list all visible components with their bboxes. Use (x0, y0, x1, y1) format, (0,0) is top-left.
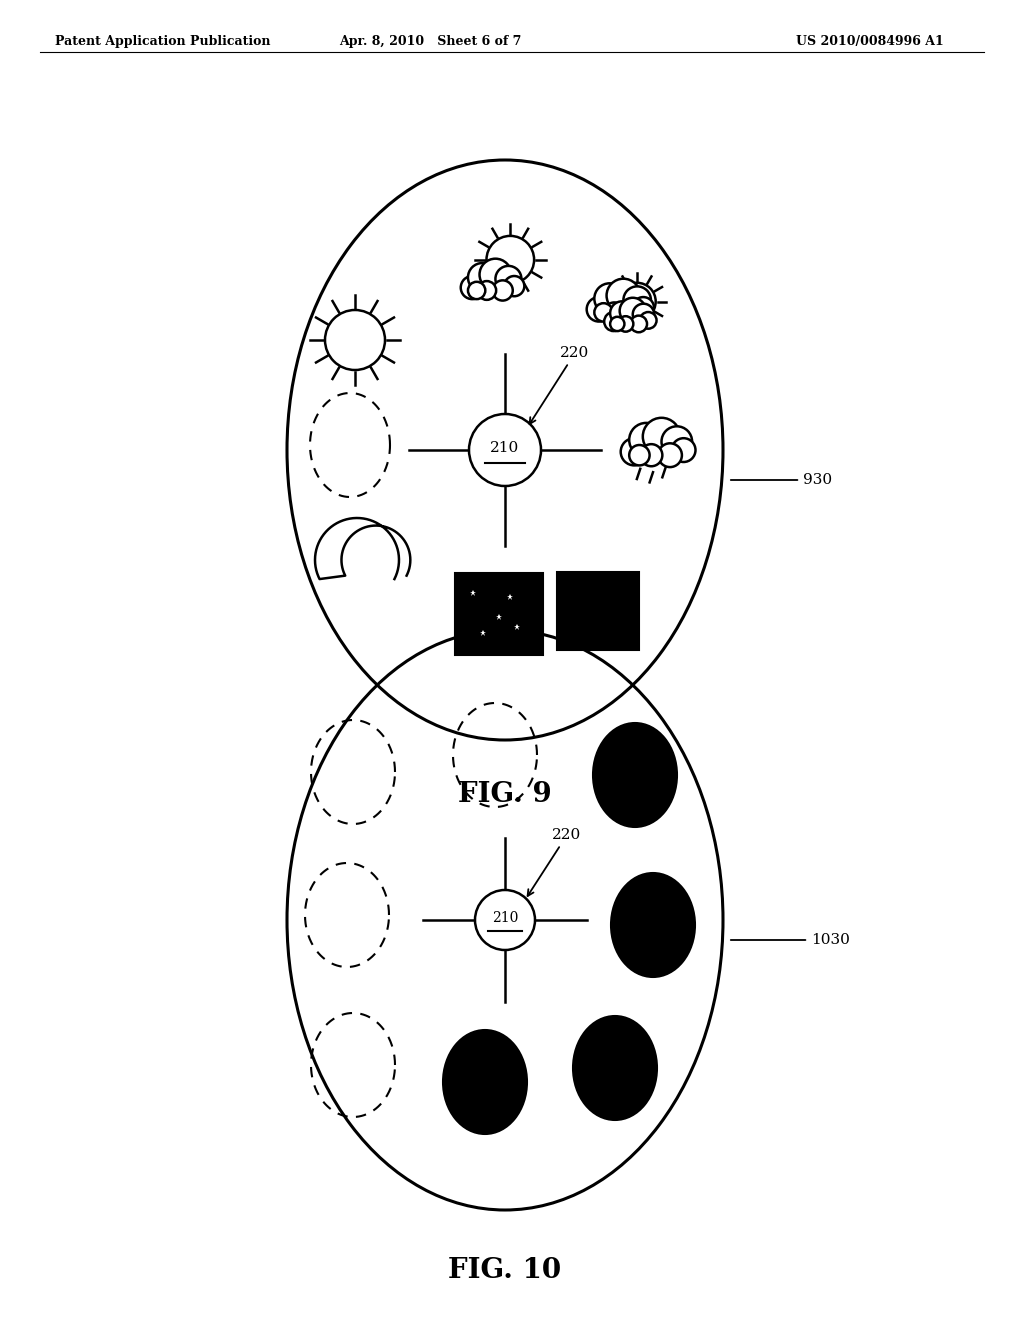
Circle shape (469, 414, 541, 486)
Text: 220: 220 (529, 346, 590, 424)
Circle shape (606, 279, 640, 313)
Circle shape (621, 302, 642, 323)
Circle shape (493, 280, 513, 301)
Text: 210: 210 (492, 911, 518, 925)
Circle shape (672, 438, 695, 462)
Circle shape (631, 315, 647, 333)
Text: FIG. 9: FIG. 9 (458, 781, 552, 808)
Text: 210: 210 (490, 441, 519, 455)
Circle shape (610, 301, 634, 325)
Circle shape (475, 890, 535, 950)
Text: FIG. 10: FIG. 10 (449, 1257, 561, 1283)
Ellipse shape (593, 723, 677, 828)
Circle shape (587, 297, 611, 322)
Text: 220: 220 (527, 828, 582, 896)
Bar (455, 573, 543, 655)
Circle shape (504, 276, 524, 296)
Ellipse shape (573, 1016, 657, 1119)
Circle shape (604, 302, 625, 322)
Circle shape (617, 317, 634, 331)
Circle shape (633, 304, 654, 325)
Circle shape (461, 276, 484, 300)
Circle shape (610, 317, 625, 331)
Ellipse shape (611, 873, 695, 977)
Circle shape (629, 422, 664, 457)
Text: Apr. 8, 2010   Sheet 6 of 7: Apr. 8, 2010 Sheet 6 of 7 (339, 36, 521, 48)
Circle shape (604, 312, 624, 331)
Circle shape (594, 284, 625, 314)
Text: 1030: 1030 (731, 933, 850, 946)
Bar (557, 572, 639, 649)
Circle shape (621, 438, 648, 466)
Circle shape (633, 297, 654, 318)
Text: Patent Application Publication: Patent Application Publication (55, 36, 270, 48)
Circle shape (643, 418, 680, 455)
Circle shape (658, 444, 682, 467)
Polygon shape (315, 517, 411, 579)
Circle shape (624, 286, 651, 314)
Circle shape (662, 426, 692, 457)
Circle shape (468, 263, 497, 292)
Circle shape (477, 281, 497, 300)
Text: US 2010/0084996 A1: US 2010/0084996 A1 (796, 36, 944, 48)
Circle shape (620, 298, 646, 323)
Circle shape (640, 312, 656, 329)
Circle shape (594, 304, 612, 322)
Ellipse shape (443, 1030, 527, 1134)
Circle shape (468, 281, 485, 300)
Circle shape (479, 259, 511, 290)
Circle shape (640, 444, 663, 466)
Text: 930: 930 (731, 473, 833, 487)
Circle shape (496, 265, 521, 292)
Circle shape (629, 445, 649, 466)
